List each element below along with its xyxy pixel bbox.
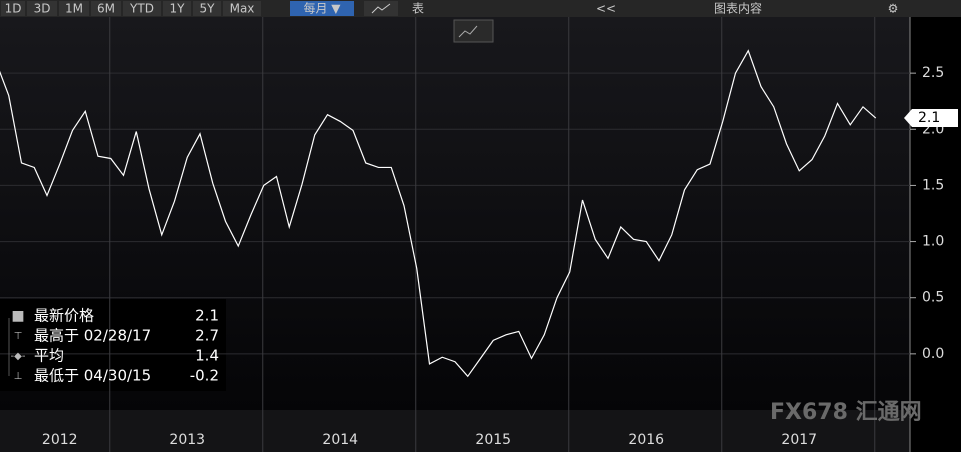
table-button[interactable]: 表 bbox=[412, 2, 424, 16]
range-label: 1M bbox=[65, 2, 83, 16]
range-button[interactable] bbox=[223, 1, 261, 16]
watermark: FX678 汇通网 bbox=[770, 400, 922, 425]
range-label: 6M bbox=[97, 2, 115, 16]
range-label: 1Y bbox=[170, 2, 186, 16]
line-icon bbox=[371, 3, 391, 14]
y-tick-label: 0.5 bbox=[922, 290, 944, 306]
range-button[interactable] bbox=[193, 1, 221, 16]
range-button[interactable] bbox=[27, 1, 57, 16]
y-tick-label: 0.0 bbox=[922, 346, 944, 362]
range-label: 1D bbox=[5, 2, 22, 16]
last-value-marker bbox=[904, 109, 958, 128]
settings-button[interactable]: ⚙ bbox=[888, 2, 899, 16]
x-tick-label: 2014 bbox=[322, 432, 358, 448]
legend-icon: ⊥ bbox=[14, 371, 23, 382]
legend-value: 1.4 bbox=[195, 347, 219, 365]
x-axis-band bbox=[0, 410, 910, 452]
series-line bbox=[0, 49, 877, 378]
chart-type-button[interactable] bbox=[453, 19, 494, 43]
legend-label: 最高于 02/28/17 bbox=[34, 327, 151, 345]
legend-label: 最新价格 bbox=[34, 307, 94, 325]
range-label: Max bbox=[230, 2, 255, 16]
period-button[interactable] bbox=[290, 1, 354, 16]
y-tick-label: 1.0 bbox=[922, 234, 944, 250]
y-tick-label: 1.5 bbox=[922, 177, 944, 193]
legend-value: -0.2 bbox=[190, 367, 219, 385]
last-value-label: 2.1 bbox=[918, 110, 940, 126]
period-label: 每月 ▼ bbox=[303, 1, 341, 16]
x-tick-label: 2015 bbox=[475, 432, 511, 448]
x-tick-label: 2012 bbox=[42, 432, 78, 448]
legend-icon: ⊤ bbox=[14, 331, 23, 342]
range-button[interactable] bbox=[1, 1, 25, 16]
line-button[interactable] bbox=[364, 1, 398, 16]
legend-value: 2.7 bbox=[195, 327, 219, 345]
legend-box bbox=[0, 299, 226, 391]
legend-label: 平均 bbox=[34, 347, 64, 365]
x-tick-label: 2017 bbox=[781, 432, 817, 448]
range-label: 5Y bbox=[200, 2, 216, 16]
range-button[interactable] bbox=[123, 1, 161, 16]
chart-content-button[interactable]: 图表内容 bbox=[714, 1, 762, 16]
range-label: YTD bbox=[129, 2, 154, 16]
legend-value: 2.1 bbox=[195, 307, 219, 325]
legend-icon: -◆- bbox=[11, 351, 26, 362]
chart-type-icon bbox=[458, 25, 478, 38]
x-tick-label: 2013 bbox=[169, 432, 205, 448]
range-label: 3D bbox=[34, 2, 51, 16]
collapse-button[interactable]: << bbox=[596, 2, 616, 16]
range-button[interactable] bbox=[91, 1, 121, 16]
range-button[interactable] bbox=[59, 1, 89, 16]
range-button[interactable] bbox=[163, 1, 191, 16]
x-tick-label: 2016 bbox=[628, 432, 664, 448]
legend-icon: ■ bbox=[11, 308, 24, 324]
y-tick-label: 2.5 bbox=[922, 65, 944, 81]
legend-label: 最低于 04/30/15 bbox=[34, 367, 151, 385]
